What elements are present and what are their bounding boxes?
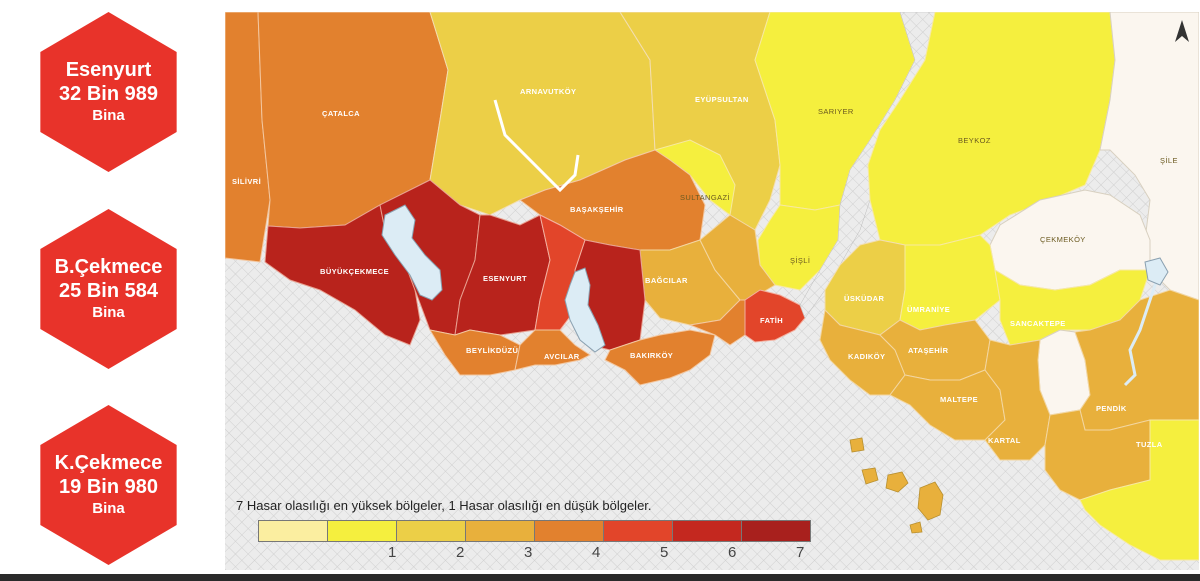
label-avcilar: AVCILAR	[544, 352, 580, 361]
label-tuzla: TUZLA	[1136, 440, 1163, 449]
district-buyukcekmece	[264, 204, 421, 346]
badge-unit: Bina	[92, 304, 125, 321]
district-gungoren	[699, 214, 776, 301]
district-sile	[1099, 12, 1199, 301]
label-sile: ŞİLE	[1160, 156, 1178, 165]
label-fatih: FATİH	[760, 316, 783, 325]
damage-map: ÇATALCA SİLİVRİ ARNAVUTKÖY EYÜPSULTAN SA…	[225, 12, 1199, 570]
lake-darlik	[1144, 257, 1169, 286]
legend-swatch	[397, 521, 466, 541]
badge-name: Esenyurt	[65, 59, 152, 81]
north-arrow-icon	[1175, 20, 1189, 42]
label-sariyer: SARIYER	[818, 107, 854, 116]
legend-swatch	[535, 521, 604, 541]
badge-kucukcekmece: K.Çekmece 19 Bin 980 Bina	[40, 405, 177, 565]
sidebar: Esenyurt 32 Bin 989 Bina B.Çekmece 25 Bi…	[0, 0, 215, 581]
legend-swatch	[259, 521, 328, 541]
label-kadikoy: KADIKÖY	[848, 352, 885, 361]
legend-swatch	[742, 521, 810, 541]
label-sultangazi: SULTANGAZİ	[680, 193, 730, 202]
badge-name: B.Çekmece	[54, 256, 163, 278]
lake-buyukcekmece	[381, 204, 443, 301]
label-esenyurt: ESENYURT	[483, 274, 527, 283]
district-bakirkoy	[604, 329, 716, 386]
label-umraniye: ÜMRANİYE	[907, 305, 950, 314]
island-heybeliada	[885, 471, 909, 493]
label-kartal: KARTAL	[988, 436, 1021, 445]
label-bagcilar: BAĞCILAR	[645, 276, 688, 285]
bottom-strip	[0, 574, 1200, 581]
label-basaksehir: BAŞAKŞEHİR	[570, 205, 624, 214]
label-uskudar: ÜSKÜDAR	[844, 294, 884, 303]
legend-title: 7 Hasar olasılığı en yüksek bölgeler, 1 …	[236, 498, 652, 513]
label-maltepe: MALTEPE	[940, 395, 978, 404]
badge-count: 25 Bin 584	[59, 280, 158, 302]
label-bakirkoy: BAKIRKÖY	[630, 351, 673, 360]
legend-tick-label: 7	[796, 544, 805, 561]
legend-scale-labels: 1 2 3 4 5 6 7	[258, 544, 804, 562]
legend-tick-label: 2	[456, 544, 465, 561]
badge-name: K.Çekmece	[54, 452, 163, 474]
label-silivri: SİLİVRİ	[232, 177, 261, 186]
badge-unit: Bina	[92, 500, 125, 517]
label-sancaktepe: SANCAKTEPE	[1010, 319, 1066, 328]
label-beykoz: BEYKOZ	[958, 136, 991, 145]
district-tuzla	[1079, 419, 1199, 561]
badge-count: 19 Bin 980	[59, 476, 158, 498]
legend-swatch	[328, 521, 397, 541]
legend-swatch	[604, 521, 673, 541]
label-catalca: ÇATALCA	[322, 109, 360, 118]
legend-tick-label: 5	[660, 544, 669, 561]
badge-unit: Bina	[92, 107, 125, 124]
district-umraniye	[899, 234, 1001, 331]
label-pendik: PENDİK	[1096, 404, 1127, 413]
district-avcilar	[514, 329, 591, 371]
badge-esenyurt: Esenyurt 32 Bin 989 Bina	[40, 12, 177, 172]
lake-omerli	[1123, 269, 1162, 387]
label-beylikduzu: BEYLİKDÜZÜ	[466, 346, 518, 355]
label-arnavutkoy: ARNAVUTKÖY	[520, 87, 576, 96]
legend-swatch	[466, 521, 535, 541]
legend-swatch	[673, 521, 742, 541]
badge-count: 32 Bin 989	[59, 83, 158, 105]
district-sisli	[757, 204, 841, 291]
district-fatih	[744, 289, 806, 343]
legend-tick-label: 6	[728, 544, 737, 561]
island-sedef	[909, 521, 923, 534]
map-svg: ÇATALCA SİLİVRİ ARNAVUTKÖY EYÜPSULTAN SA…	[225, 12, 1199, 570]
legend-color-scale	[258, 520, 811, 542]
lake-kucukcekmece	[564, 267, 606, 353]
badge-buyukcekmece: B.Çekmece 25 Bin 584 Bina	[40, 209, 177, 369]
label-eyupsultan: EYÜPSULTAN	[695, 95, 749, 104]
legend-tick-label: 4	[592, 544, 601, 561]
label-buyukcekmece: BÜYÜKÇEKMECE	[320, 267, 389, 276]
label-atasehir: ATAŞEHİR	[908, 346, 949, 355]
label-sisli: ŞİŞLİ	[790, 256, 810, 265]
island-buyukada	[917, 481, 944, 521]
lake-terkos-arm	[493, 99, 580, 193]
legend-tick-label: 1	[388, 544, 397, 561]
island-burgazada	[861, 467, 879, 485]
label-cekmekoy: ÇEKMEKÖY	[1040, 235, 1086, 244]
island-kinaliada	[849, 437, 865, 453]
legend-tick-label: 3	[524, 544, 533, 561]
